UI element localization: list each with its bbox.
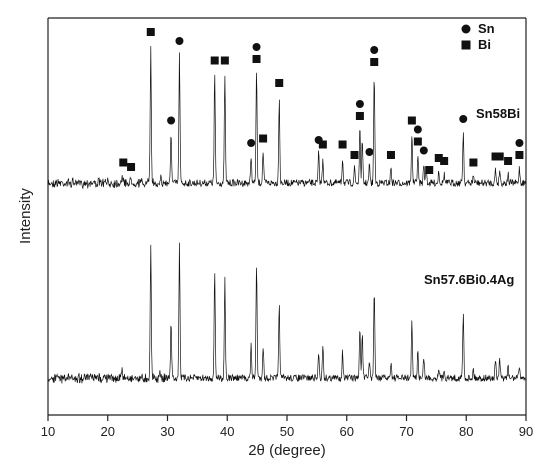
bi-peak-marker — [413, 137, 422, 146]
x-tick-label: 60 — [340, 424, 354, 439]
bi-peak-marker — [127, 163, 136, 171]
bi-peak-marker — [275, 79, 284, 87]
sn-peak-marker — [515, 139, 524, 147]
bi-peak-marker — [370, 58, 379, 66]
bi-peak-marker — [407, 116, 416, 125]
y-axis-title: Intensity — [17, 188, 34, 244]
series-label-2: Sn57.6Bi0.4Ag — [424, 272, 514, 287]
x-tick-label: 40 — [220, 424, 234, 439]
x-ticks: 10 20 30 40 50 60 70 80 90 — [41, 415, 533, 439]
series-labels: Sn58Bi Sn57.6Bi0.4Ag — [424, 106, 520, 287]
bi-peak-marker — [425, 166, 434, 174]
bi-peak-marker — [220, 56, 229, 65]
bi-peak-marker — [495, 152, 504, 161]
bi-peak-marker — [440, 157, 449, 165]
sn-peak-marker — [252, 43, 261, 51]
bi-peak-marker — [210, 56, 219, 65]
x-tick-label: 30 — [160, 424, 174, 439]
x-tick-label: 90 — [519, 424, 533, 439]
sn-peak-marker — [459, 115, 468, 123]
bi-peak-marker — [252, 55, 261, 63]
bi-peak-marker — [434, 154, 443, 162]
sn-peak-marker — [175, 37, 184, 45]
legend-sn-marker — [461, 24, 471, 34]
x-tick-label: 20 — [101, 424, 115, 439]
bi-peak-marker — [491, 152, 500, 161]
x-tick-label: 10 — [41, 424, 55, 439]
series-trace-2 — [47, 242, 527, 384]
bi-peak-marker — [504, 157, 513, 165]
sn-peak-marker — [355, 100, 364, 108]
x-tick-label: 80 — [459, 424, 473, 439]
x-tick-label: 50 — [280, 424, 294, 439]
bi-peak-marker — [119, 158, 128, 167]
bi-peak-marker — [146, 28, 155, 36]
x-tick-label: 70 — [399, 424, 413, 439]
bi-peak-marker — [386, 151, 395, 159]
legend-label: Bi — [478, 37, 491, 52]
sn-peak-marker — [370, 46, 379, 54]
bi-peak-marker — [338, 140, 347, 149]
series-label-1: Sn58Bi — [476, 106, 520, 121]
legend-bi-marker — [461, 40, 471, 50]
sn-peak-marker — [365, 148, 374, 156]
bi-peak-marker — [515, 151, 524, 159]
series-trace-1 — [47, 46, 527, 190]
sn-peak-marker — [167, 116, 176, 125]
sn-peak-marker — [413, 125, 422, 134]
legend-label: Sn — [478, 21, 495, 36]
phase-markers — [119, 28, 524, 174]
bi-peak-marker — [355, 112, 364, 120]
plot-area — [47, 17, 527, 416]
sn-peak-marker — [247, 139, 256, 147]
bi-peak-marker — [259, 134, 268, 143]
bi-peak-marker — [318, 140, 327, 149]
bi-peak-marker — [469, 158, 478, 167]
series-lines — [47, 46, 527, 384]
x-axis-title: 2θ (degree) — [248, 442, 326, 459]
bi-peak-marker — [350, 151, 359, 159]
sn-peak-marker — [419, 146, 428, 155]
